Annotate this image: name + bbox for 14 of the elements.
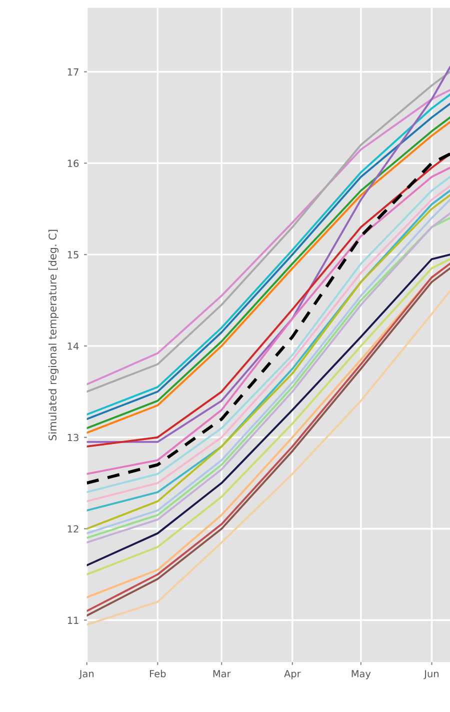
y-tick-label: 16 <box>68 160 79 168</box>
x-tick-label: Mar <box>213 670 231 678</box>
x-tick-label: May <box>352 670 371 680</box>
x-tick-label: Apr <box>284 670 301 680</box>
y-axis-title: Simulated regional temperature [deg. C] <box>48 230 59 440</box>
x-tick-label: Jun <box>424 670 438 680</box>
y-tick-label: 11 <box>68 616 78 624</box>
x-tick-label: Feb <box>150 670 166 678</box>
y-tick-label: 13 <box>68 434 78 442</box>
y-tick-label: 12 <box>68 525 78 532</box>
x-tick-label: Jan <box>78 670 94 680</box>
y-tick-label: 14 <box>68 342 79 350</box>
y-tick-label: 17 <box>68 68 78 76</box>
y-tick-label: 15 <box>68 251 78 258</box>
